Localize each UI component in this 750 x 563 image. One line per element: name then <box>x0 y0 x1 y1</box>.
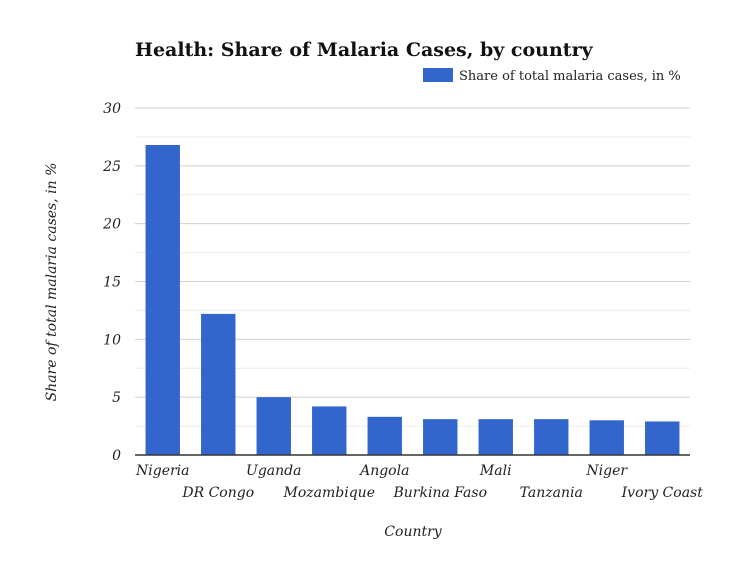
y-tick-label: 30 <box>103 101 121 117</box>
y-tick-label: 0 <box>112 448 121 464</box>
bar-mozambique[interactable] <box>312 406 347 455</box>
bar-tanzania[interactable] <box>534 419 569 455</box>
bar-ivory-coast[interactable] <box>645 421 680 455</box>
x-tick-label: Ivory Coast <box>621 485 704 501</box>
x-tick-label: DR Congo <box>181 485 254 501</box>
x-tick-label: Mali <box>479 463 512 479</box>
bar-burkina-faso[interactable] <box>423 419 458 455</box>
bar-angola[interactable] <box>367 416 402 455</box>
x-tick-label: Mozambique <box>283 485 375 501</box>
legend-swatch <box>423 68 453 82</box>
bar-mali[interactable] <box>478 419 513 455</box>
bar-niger[interactable] <box>589 420 624 455</box>
x-axis-label: Country <box>384 524 442 540</box>
y-tick-label: 15 <box>103 275 121 291</box>
chart-title: Health: Share of Malaria Cases, by count… <box>135 39 594 61</box>
y-tick-label: 10 <box>103 332 121 348</box>
x-tick-label: Niger <box>585 463 628 479</box>
x-tick-label: Nigeria <box>135 463 190 479</box>
y-tick-label: 20 <box>102 217 121 233</box>
y-tick-label: 25 <box>102 159 121 175</box>
x-tick-label: Uganda <box>246 463 301 479</box>
y-axis-label: Share of total malaria cases, in % <box>44 163 60 402</box>
x-tick-label: Angola <box>358 463 409 479</box>
x-tick-label: Tanzania <box>520 485 583 501</box>
bar-dr-congo[interactable] <box>201 313 236 455</box>
x-tick-label: Burkina Faso <box>393 485 488 501</box>
legend-label[interactable]: Share of total malaria cases, in % <box>459 69 681 84</box>
y-tick-label: 5 <box>112 390 121 406</box>
bar-nigeria[interactable] <box>145 145 180 455</box>
bar-uganda[interactable] <box>256 397 291 455</box>
